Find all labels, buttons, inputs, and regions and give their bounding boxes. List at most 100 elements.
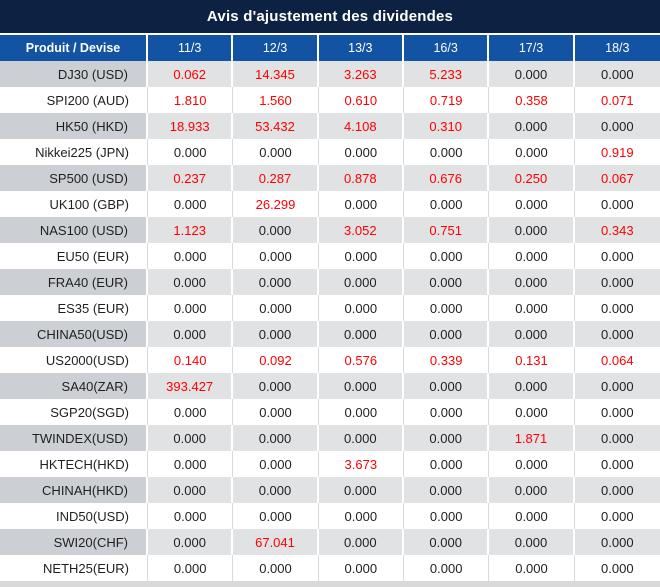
value-cell: 0.000	[233, 555, 319, 581]
value-cell: 0.000	[489, 295, 575, 321]
table-row: HK50 (HKD) 18.933 53.432 4.108 0.310 0.000 0.0…	[0, 113, 660, 139]
product-cell: HK50 (HKD)	[0, 113, 148, 139]
value-cell: 0.000	[148, 295, 234, 321]
column-header-date-5: 17/3	[489, 35, 575, 61]
value-cell: 0.000	[318, 555, 404, 581]
value-cell: 0.000	[233, 503, 319, 529]
table-row: US2000(USD) 0.140 0.092 0.576 0.339 0.131 0.06…	[0, 347, 660, 373]
value-cell: 53.432	[233, 113, 319, 139]
value-cell: 0.000	[404, 373, 490, 399]
value-cell: 0.000	[148, 529, 234, 555]
value-cell: 0.000	[404, 399, 490, 425]
table-row: NETH25(EUR) 0.000 0.000 0.000 0.000 0.000 0.00…	[0, 555, 660, 581]
value-cell: 0.000	[574, 295, 660, 321]
product-cell: NETH25(EUR)	[0, 555, 148, 581]
table-row: ES35 (EUR) 0.000 0.000 0.000 0.000 0.000 0.000	[0, 295, 660, 321]
value-cell: 0.919	[574, 139, 660, 165]
table-header-row: Produit / Devise 11/3 12/3 13/3 16/3 17/…	[0, 35, 660, 61]
value-cell: 0.000	[489, 321, 575, 347]
value-cell: 0.000	[404, 139, 490, 165]
value-cell: 0.000	[574, 529, 660, 555]
value-cell: 4.108	[318, 113, 404, 139]
value-cell: 0.000	[148, 243, 234, 269]
value-cell: 14.345	[233, 61, 319, 87]
value-cell: 0.000	[233, 139, 319, 165]
value-cell: 0.000	[489, 399, 575, 425]
table-row: SGP20(SGD) 0.000 0.000 0.000 0.000 0.000 0.000	[0, 399, 660, 425]
value-cell: 0.000	[148, 399, 234, 425]
value-cell: 0.000	[404, 321, 490, 347]
value-cell: 0.000	[318, 477, 404, 503]
value-cell: 1.123	[148, 217, 234, 243]
value-cell: 1.810	[148, 87, 234, 113]
value-cell: 0.000	[233, 295, 319, 321]
value-cell: 0.000	[233, 451, 319, 477]
value-cell: 1.871	[489, 425, 575, 451]
value-cell: 0.092	[233, 347, 319, 373]
product-cell: ES35 (EUR)	[0, 295, 148, 321]
value-cell: 1.560	[233, 87, 319, 113]
value-cell: 0.000	[489, 113, 575, 139]
value-cell: 0.719	[404, 87, 490, 113]
value-cell: 0.000	[489, 555, 575, 581]
value-cell: 0.064	[574, 347, 660, 373]
value-cell: 5.233	[404, 61, 490, 87]
table-row: HKTECH(HKD) 0.000 0.000 3.673 0.000 0.000 0.00…	[0, 451, 660, 477]
product-cell: SA40(ZAR)	[0, 373, 148, 399]
product-cell: FRA40 (EUR)	[0, 269, 148, 295]
value-cell: 0.000	[233, 321, 319, 347]
table-row: IND50(USD) 0.000 0.000 0.000 0.000 0.000 0.000	[0, 503, 660, 529]
value-cell: 0.000	[574, 399, 660, 425]
table-row: SPI200 (AUD) 1.810 1.560 0.610 0.719 0.358 0.0…	[0, 87, 660, 113]
value-cell: 0.000	[318, 191, 404, 217]
value-cell: 0.000	[318, 243, 404, 269]
value-cell: 0.000	[489, 529, 575, 555]
value-cell: 0.071	[574, 87, 660, 113]
value-cell: 0.000	[404, 555, 490, 581]
column-header-date-1: 11/3	[148, 35, 234, 61]
value-cell: 0.000	[148, 425, 234, 451]
value-cell: 0.343	[574, 217, 660, 243]
value-cell: 0.000	[489, 243, 575, 269]
product-cell: UK100 (GBP)	[0, 191, 148, 217]
column-header-date-6: 18/3	[605, 40, 630, 55]
value-cell: 0.000	[489, 217, 575, 243]
table-body: DJ30 (USD) 0.062 14.345 3.263 5.233 0.000 0.00…	[0, 61, 660, 581]
value-cell: 0.000	[404, 477, 490, 503]
product-cell: EU50 (EUR)	[0, 243, 148, 269]
value-cell: 0.000	[318, 321, 404, 347]
value-cell: 0.000	[148, 191, 234, 217]
value-cell: 0.000	[233, 243, 319, 269]
value-cell: 0.000	[233, 477, 319, 503]
value-cell: 0.000	[489, 61, 575, 87]
value-cell: 0.000	[574, 477, 660, 503]
value-cell: 0.000	[489, 269, 575, 295]
value-cell: 0.000	[404, 529, 490, 555]
table-row: EU50 (EUR) 0.000 0.000 0.000 0.000 0.000 0.000	[0, 243, 660, 269]
value-cell: 0.000	[318, 269, 404, 295]
product-cell: CHINA50(USD)	[0, 321, 148, 347]
value-cell: 0.358	[489, 87, 575, 113]
value-cell: 0.000	[574, 243, 660, 269]
value-cell: 0.062	[148, 61, 234, 87]
product-cell: IND50(USD)	[0, 503, 148, 529]
value-cell: 0.000	[318, 503, 404, 529]
value-cell: 0.000	[574, 373, 660, 399]
table-row: TWINDEX(USD) 0.000 0.000 0.000 0.000 1.871 0.0…	[0, 425, 660, 451]
value-cell: 0.000	[318, 529, 404, 555]
column-header-date-4: 16/3	[404, 35, 490, 61]
value-cell: 0.000	[233, 269, 319, 295]
value-cell: 0.000	[318, 295, 404, 321]
value-cell: 0.000	[148, 269, 234, 295]
value-cell: 0.000	[574, 425, 660, 451]
value-cell: 0.000	[489, 451, 575, 477]
table-row: NAS100 (USD) 1.123 0.000 3.052 0.751 0.000 0.3…	[0, 217, 660, 243]
value-cell: 0.878	[318, 165, 404, 191]
value-cell: 0.000	[574, 61, 660, 87]
product-cell: TWINDEX(USD)	[0, 425, 148, 451]
product-cell: US2000(USD)	[0, 347, 148, 373]
page-title: Avis d'ajustement des dividendes	[0, 0, 660, 35]
product-cell: SGP20(SGD)	[0, 399, 148, 425]
value-cell: 0.000	[574, 321, 660, 347]
